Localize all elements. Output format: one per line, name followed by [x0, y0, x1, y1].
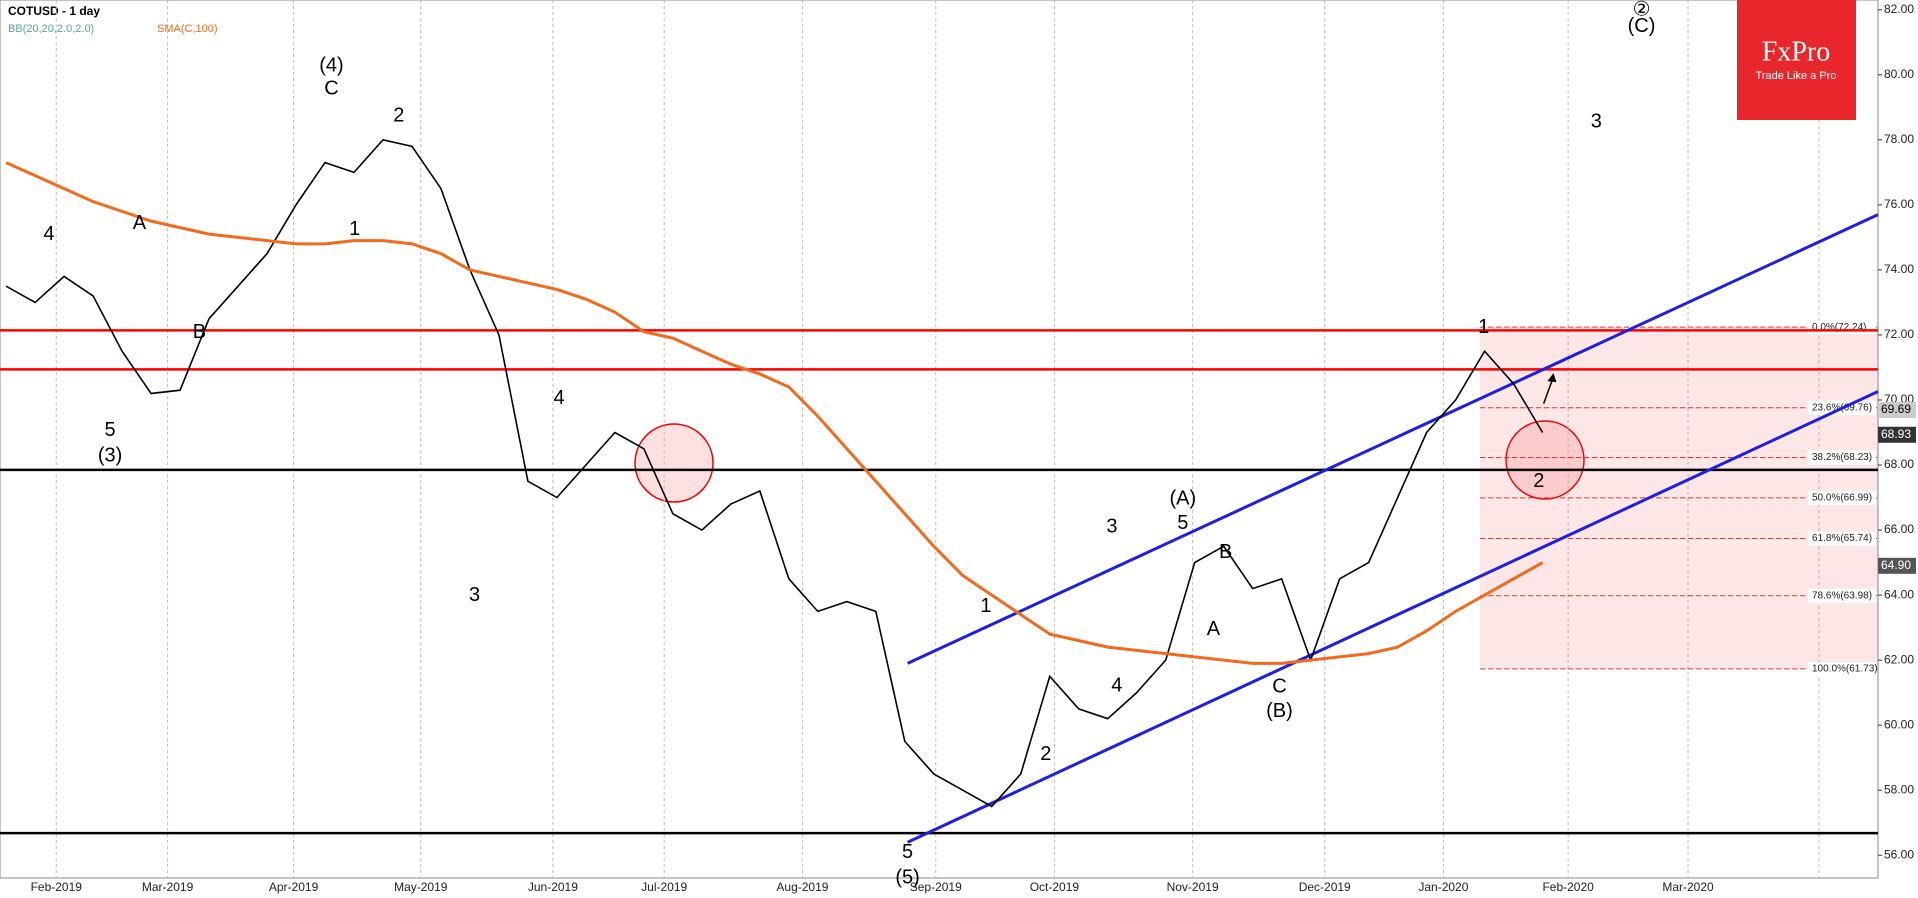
- price-tag: [1878, 426, 1916, 443]
- y-tick-label: 76.00: [1884, 197, 1914, 211]
- wave-label: A: [133, 212, 147, 234]
- fib-label-box: [1808, 450, 1876, 465]
- y-tick-label: 62.00: [1884, 652, 1914, 666]
- price-tag: [1878, 402, 1916, 419]
- wave-label: B: [193, 321, 206, 343]
- y-tick-label: 66.00: [1884, 522, 1914, 536]
- fib-label: 78.6%(63.98): [1812, 590, 1872, 601]
- x-tick-label: Jan-2020: [1418, 880, 1468, 894]
- wave-label: 1: [1478, 316, 1489, 338]
- wave-label: 4: [1111, 674, 1122, 696]
- wave-label: (5): [895, 867, 919, 889]
- wave-label: 4: [43, 223, 54, 245]
- y-tick-label: 68.00: [1884, 457, 1914, 471]
- x-tick-label: Apr-2019: [269, 880, 319, 894]
- x-tick-label: Jun-2019: [528, 880, 578, 894]
- wave-label: (C): [1628, 15, 1656, 37]
- series-line: [5, 138, 1544, 808]
- x-tick-label: Aug-2019: [776, 880, 828, 894]
- wave-label: 3: [1591, 111, 1602, 133]
- wave-label: 2: [393, 104, 404, 126]
- x-tick-label: Feb-2019: [31, 880, 83, 894]
- y-tick-label: 64.00: [1884, 587, 1914, 601]
- logo-box: [1737, 0, 1856, 120]
- x-tick-label: Feb-2020: [1542, 880, 1594, 894]
- indicator-label: SMA(C,100): [157, 23, 218, 35]
- wave-label: 3: [469, 584, 480, 606]
- highlight-circle: [634, 423, 714, 503]
- channel-line: [906, 390, 1879, 844]
- wave-label: 4: [553, 387, 564, 409]
- y-tick-label: 82.00: [1884, 2, 1914, 16]
- y-tick-label: 72.00: [1884, 327, 1914, 341]
- wave-label: 3: [1106, 515, 1117, 537]
- fib-label: 38.2%(68.23): [1812, 452, 1872, 463]
- x-tick-label: Mar-2020: [1662, 880, 1714, 894]
- plot-area: [0, 0, 1879, 879]
- logo: FxPro Trade Like a Pro: [1737, 0, 1856, 120]
- x-tick-label: Dec-2019: [1299, 880, 1351, 894]
- price-tag-label: 69.69: [1881, 402, 1911, 416]
- wave-label: 2: [1040, 743, 1051, 765]
- price-tag: [1878, 557, 1916, 574]
- fib-label: 100.0%(61.73): [1812, 664, 1878, 675]
- fib-label: 0.0%(72.24): [1812, 322, 1866, 333]
- wave-label: C: [324, 78, 338, 100]
- arrow-head: [1547, 373, 1557, 383]
- wave-label: A: [1207, 618, 1221, 640]
- y-tick-label: 56.00: [1884, 847, 1914, 861]
- fib-label: 50.0%(66.99): [1812, 492, 1872, 503]
- fib-label: 61.8%(65.74): [1812, 533, 1872, 544]
- x-tick-label: May-2019: [394, 880, 448, 894]
- wave-label: (4): [319, 54, 343, 76]
- wave-label: B: [1219, 541, 1232, 563]
- series-line: [5, 161, 1544, 665]
- y-tick-label: 80.00: [1884, 67, 1914, 81]
- x-tick-label: Jul-2019: [641, 880, 687, 894]
- wave-label: 5: [105, 419, 116, 441]
- wave-label: ②: [1633, 0, 1651, 20]
- wave-label: 5: [1177, 512, 1188, 534]
- x-tick-label: Mar-2019: [142, 880, 194, 894]
- wave-label: 1: [980, 595, 991, 617]
- wave-label: (B): [1266, 700, 1293, 722]
- wave-label: C: [1272, 676, 1286, 698]
- channel-line: [906, 213, 1879, 665]
- wave-label: 1: [349, 218, 360, 240]
- y-tick-label: 78.00: [1884, 132, 1914, 146]
- y-tick-label: 60.00: [1884, 717, 1914, 731]
- x-tick-label: Nov-2019: [1167, 880, 1219, 894]
- price-tag-label: 68.93: [1881, 427, 1911, 441]
- fib-label-box: [1808, 490, 1876, 505]
- logo-tagline: Trade Like a Pro: [1756, 70, 1837, 82]
- y-tick-label: 74.00: [1884, 262, 1914, 276]
- y-tick-label: 58.00: [1884, 782, 1914, 796]
- highlight-circle: [1505, 420, 1585, 500]
- fib-label-box: [1808, 588, 1876, 603]
- x-tick-label: Oct-2019: [1030, 880, 1080, 894]
- wave-label: 5: [902, 841, 913, 863]
- price-tag-label: 64.90: [1881, 558, 1911, 572]
- logo-name: FxPro: [1762, 36, 1830, 67]
- wave-label: (A): [1169, 487, 1196, 509]
- wave-label: (3): [98, 445, 122, 467]
- fib-label-box: [1808, 661, 1876, 676]
- x-tick-label: Sep-2019: [910, 880, 962, 894]
- wave-label: 2: [1533, 470, 1544, 492]
- fib-label-box: [1808, 531, 1876, 546]
- indicator-label: BB(20,20,2.0,2.0): [8, 23, 94, 35]
- chart-title: COTUSD - 1 day: [8, 4, 100, 18]
